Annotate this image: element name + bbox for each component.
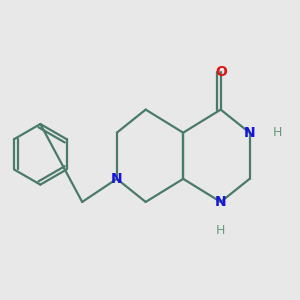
Text: O: O [215, 65, 226, 79]
Text: H: H [216, 224, 225, 237]
Text: N: N [215, 195, 226, 209]
Text: N: N [111, 172, 123, 186]
Text: N: N [244, 126, 255, 140]
Text: H: H [272, 126, 282, 139]
